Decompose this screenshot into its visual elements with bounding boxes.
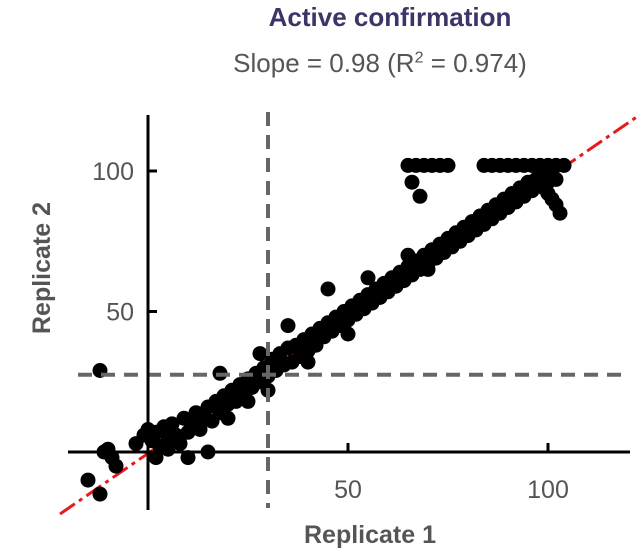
subtitle-suffix: = 0.974): [423, 48, 527, 78]
data-point: [320, 281, 336, 297]
y-tick-label: 50: [106, 299, 134, 327]
points-layer: [80, 157, 572, 502]
data-point: [440, 157, 456, 173]
x-tick-label: 100: [527, 476, 569, 504]
x-tick-label: 50: [334, 476, 362, 504]
subtitle-superscript: 2: [414, 49, 424, 67]
data-point: [552, 205, 568, 221]
data-point: [340, 326, 356, 342]
data-point: [412, 188, 428, 204]
data-point: [100, 441, 116, 457]
data-point: [548, 171, 564, 187]
data-point: [220, 410, 236, 426]
data-point: [92, 486, 108, 502]
axis-layer: 50 100 50 100: [68, 115, 630, 510]
data-point: [280, 318, 296, 334]
data-point: [400, 247, 416, 263]
data-point: [544, 191, 560, 207]
data-point: [108, 458, 124, 474]
data-point: [252, 346, 268, 362]
chart-subtitle: Slope = 0.98 (R2 = 0.974): [0, 48, 638, 79]
chart-title: Active confirmation: [268, 2, 512, 32]
data-point: [404, 174, 420, 190]
y-tick-label: 100: [92, 158, 134, 186]
data-point: [180, 450, 196, 466]
data-point: [556, 157, 572, 173]
data-point: [300, 354, 316, 370]
data-point: [172, 436, 188, 452]
threshold-layer: [78, 112, 630, 508]
data-point: [240, 393, 256, 409]
x-axis-label: Replicate 1: [304, 521, 436, 549]
data-point: [380, 281, 396, 297]
data-point: [80, 472, 96, 488]
y-axis-label: Replicate 2: [28, 202, 56, 334]
data-point: [360, 270, 376, 286]
data-point: [536, 180, 552, 196]
data-point: [148, 450, 164, 466]
data-point: [420, 261, 436, 277]
subtitle-prefix: Slope = 0.98 (R: [233, 48, 415, 78]
